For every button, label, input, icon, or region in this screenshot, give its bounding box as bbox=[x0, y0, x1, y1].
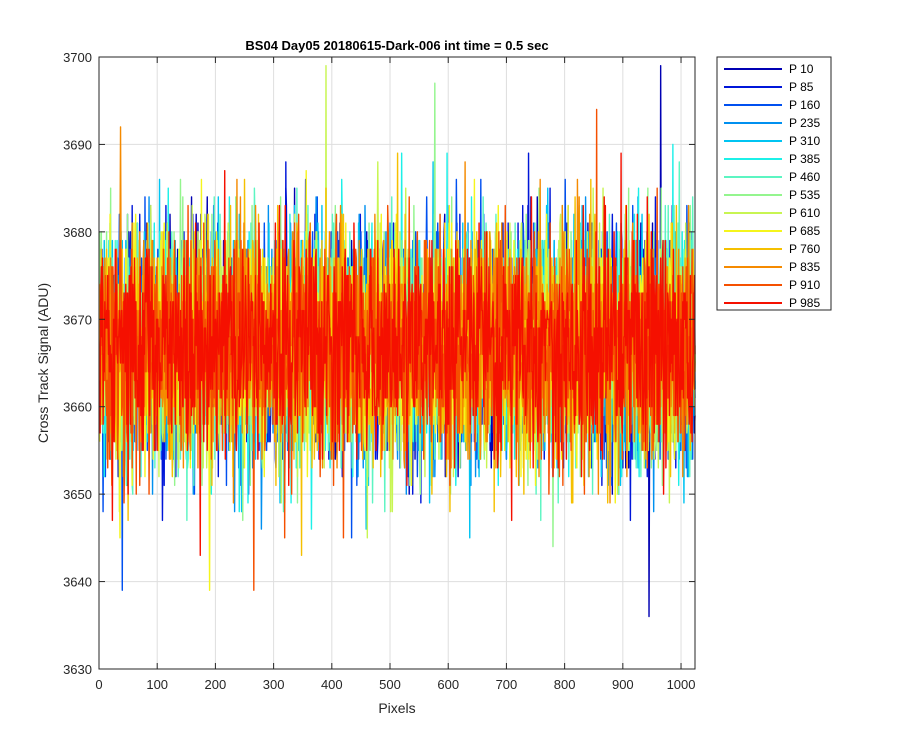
legend-label: P 685 bbox=[789, 224, 820, 238]
legend-label: P 460 bbox=[789, 170, 820, 184]
legend-label: P 610 bbox=[789, 206, 820, 220]
legend-label: P 760 bbox=[789, 242, 820, 256]
y-tick-label: 3690 bbox=[63, 137, 92, 152]
x-tick-labels: 0 100 200 300 400 500 600 700 800 900 1000 bbox=[95, 677, 695, 692]
x-tick-label: 400 bbox=[321, 677, 343, 692]
legend: P 10 P 85 P 160 P 235 P 310 P 385 P 460 P 535 P … bbox=[716, 56, 832, 311]
legend-label: P 910 bbox=[789, 278, 820, 292]
x-tick-label: 0 bbox=[95, 677, 102, 692]
y-tick-labels: 3630 3640 3650 3660 3670 3680 3690 3700 bbox=[63, 50, 92, 677]
x-tick-label: 800 bbox=[554, 677, 576, 692]
ticks bbox=[98, 56, 695, 670]
x-tick-label: 200 bbox=[205, 677, 227, 692]
y-tick-label: 3630 bbox=[63, 662, 92, 677]
y-tick-label: 3650 bbox=[63, 487, 92, 502]
x-tick-label: 100 bbox=[146, 677, 168, 692]
plot-border bbox=[98, 56, 696, 670]
legend-label: P 310 bbox=[789, 134, 820, 148]
legend-label: P 985 bbox=[789, 296, 820, 310]
series-lines bbox=[98, 65, 696, 618]
y-tick-label: 3680 bbox=[63, 225, 92, 240]
x-tick-label: 700 bbox=[496, 677, 518, 692]
legend-label: P 85 bbox=[789, 80, 814, 94]
legend-label: P 535 bbox=[789, 188, 820, 202]
chart-title: BS04 Day05 20180615-Dark-006 int time = … bbox=[245, 38, 548, 53]
y-tick-label: 3660 bbox=[63, 400, 92, 415]
x-tick-label: 1000 bbox=[667, 677, 696, 692]
x-axis-label: Pixels bbox=[378, 700, 415, 716]
y-tick-label: 3640 bbox=[63, 575, 92, 590]
legend-label: P 160 bbox=[789, 98, 820, 112]
x-tick-label: 900 bbox=[612, 677, 634, 692]
legend-label: P 835 bbox=[789, 260, 820, 274]
x-tick-label: 600 bbox=[437, 677, 459, 692]
legend-label: P 10 bbox=[789, 62, 814, 76]
legend-label: P 385 bbox=[789, 152, 820, 166]
legend-label: P 235 bbox=[789, 116, 820, 130]
x-tick-label: 500 bbox=[379, 677, 401, 692]
y-tick-label: 3700 bbox=[63, 50, 92, 65]
series-line bbox=[98, 152, 696, 557]
y-tick-label: 3670 bbox=[63, 312, 92, 327]
y-axis-label: Cross Track Signal (ADU) bbox=[35, 283, 51, 443]
x-tick-label: 300 bbox=[263, 677, 285, 692]
